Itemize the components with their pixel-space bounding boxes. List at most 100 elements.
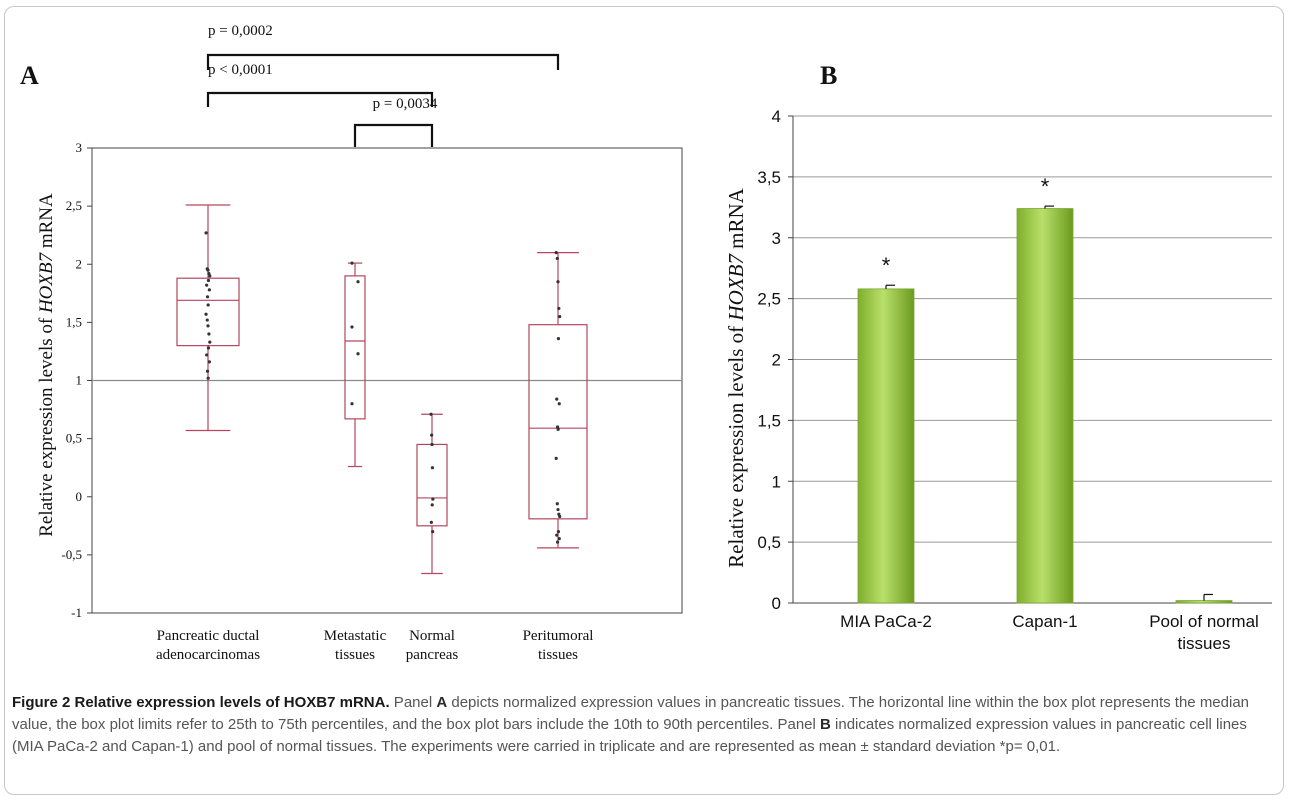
panel-a-y-tick-label: -0,5 bbox=[61, 547, 82, 562]
panel-a-category-label: tissues bbox=[538, 647, 578, 663]
caption-text-1: Panel bbox=[389, 694, 437, 711]
panel-a-category-label: Normal bbox=[409, 628, 455, 644]
panel-a-data-point bbox=[556, 507, 560, 512]
panel-a-data-point bbox=[558, 314, 562, 319]
panel-a-data-point bbox=[205, 353, 209, 357]
panel-a-data-point bbox=[205, 369, 210, 373]
panel-a-box bbox=[344, 275, 366, 420]
panel-a-data-point bbox=[204, 312, 208, 316]
panel-a-data-point bbox=[556, 280, 560, 284]
panel-a-data-point bbox=[207, 360, 211, 364]
panel-b-y-tick-label: 1,5 bbox=[757, 411, 781, 430]
panel-b-y-tick-label: 3,5 bbox=[757, 168, 781, 187]
panel-b-significance-marker: * bbox=[1041, 174, 1050, 199]
panel-b-category-label: Pool of normal bbox=[1149, 612, 1259, 631]
panel-a-data-point bbox=[205, 283, 209, 287]
panel-b-y-axis-title: Relative expression levels of HOXB7 mRNA bbox=[724, 187, 748, 568]
panel-a-y-tick-label: 2,5 bbox=[66, 198, 82, 213]
panel-b-y-tick-label: 1 bbox=[772, 472, 781, 491]
caption-text-3: indicates normalized expression values i… bbox=[12, 716, 1247, 755]
panel-a-data-point bbox=[556, 337, 561, 341]
panel-a-data-point bbox=[206, 346, 211, 350]
panel-a-data-point bbox=[431, 497, 435, 501]
panel-a-data-point bbox=[206, 324, 210, 328]
panel-a-data-point bbox=[205, 295, 210, 299]
panel-a-category-label: Peritumoral bbox=[523, 628, 594, 644]
panel-a-y-tick-label: -1 bbox=[71, 605, 82, 620]
panel-a-y-tick-label: 0 bbox=[76, 489, 83, 504]
panel-a-data-point bbox=[431, 530, 435, 534]
caption-panel-b: B bbox=[820, 716, 831, 733]
panel-a-data-point bbox=[555, 533, 559, 537]
panel-a-data-point bbox=[206, 278, 211, 283]
panel-a-p-value-label: p < 0,0001 bbox=[208, 62, 273, 78]
panel-a-category-label: Metastatic bbox=[324, 628, 387, 644]
panel-a-y-axis-title: Relative expression levels of HOXB7 mRNA bbox=[36, 193, 57, 537]
panel-b-y-tick-label: 2 bbox=[772, 351, 781, 370]
panel-a-box bbox=[528, 324, 588, 520]
panel-a-category-label: tissues bbox=[335, 647, 375, 663]
panel-a-data-point bbox=[557, 402, 561, 406]
panel-a-data-point bbox=[554, 456, 558, 460]
panel-a-y-tick-label: 1 bbox=[76, 373, 83, 388]
panel-b-bar bbox=[1175, 600, 1233, 604]
panel-b-y-tick-label: 3 bbox=[772, 229, 781, 248]
panel-b-label: B bbox=[820, 61, 837, 90]
panel-b-y-tick-label: 0 bbox=[772, 594, 781, 613]
panel-a-data-point bbox=[206, 376, 210, 380]
panel-a-data-point bbox=[429, 520, 433, 524]
panel-a-data-point bbox=[555, 502, 559, 506]
panel-b-significance-marker: * bbox=[882, 253, 891, 278]
panel-a-data-point bbox=[554, 251, 558, 255]
panel-a-significance-bracket bbox=[206, 91, 434, 107]
panel-a-data-point bbox=[430, 503, 434, 507]
panel-a-data-point bbox=[430, 433, 434, 437]
panel-a-data-point bbox=[557, 537, 561, 541]
panel-a-data-point bbox=[556, 427, 560, 431]
panel-b-category-label: Capan-1 bbox=[1012, 612, 1077, 631]
panel-a-data-point bbox=[555, 256, 559, 261]
panel-a-data-point bbox=[350, 325, 354, 329]
panel-a-label: A bbox=[20, 61, 39, 90]
panel-a-data-point bbox=[208, 274, 212, 278]
panel-a-data-point bbox=[207, 332, 211, 336]
panel-a-y-tick-label: 0,5 bbox=[66, 431, 82, 446]
figure-caption: Figure 2 Relative expression levels of H… bbox=[12, 692, 1278, 758]
panel-a-data-point bbox=[350, 402, 354, 406]
panel-a-data-point bbox=[556, 530, 561, 534]
panel-a-data-point bbox=[356, 352, 360, 356]
panel-a-y-tick-label: 3 bbox=[76, 140, 83, 155]
panel-a-data-point bbox=[557, 306, 561, 311]
panel-a-data-point bbox=[208, 340, 212, 344]
panel-a-data-point bbox=[206, 268, 210, 272]
panel-b-y-tick-label: 4 bbox=[772, 107, 781, 126]
panel-b-bar-chart: 0 0,5 1 1,5 2 2,5 3 3,5 4 * MIA PaCa-2 * Capan-1 Pool… bbox=[757, 107, 1272, 653]
panel-a-box bbox=[176, 277, 240, 347]
panel-a-category-label: pancreas bbox=[406, 647, 459, 663]
panel-a-box bbox=[416, 443, 448, 527]
panel-a-data-point bbox=[205, 318, 209, 322]
panel-a-data-point bbox=[356, 280, 360, 284]
panel-a-data-point bbox=[555, 540, 560, 544]
panel-a-y-tick-label: 2 bbox=[76, 256, 83, 271]
panel-a-box-plot: -1 -0,5 0 0,5 1 1,5 2 2,5 3 Pancreatic ductal aden… bbox=[61, 23, 683, 663]
panel-a-y-tick-label: 1,5 bbox=[66, 314, 82, 329]
panel-a-data-point bbox=[430, 466, 435, 470]
panel-a-data-point bbox=[206, 303, 210, 307]
panel-b-category-label: tissues bbox=[1178, 634, 1231, 653]
panel-a-significance-bracket bbox=[206, 53, 560, 70]
caption-text-2: depicts normalized expression values in … bbox=[12, 694, 1250, 733]
panel-a-data-point bbox=[555, 397, 559, 401]
panel-a-data-point bbox=[558, 514, 562, 519]
panel-b-bar bbox=[857, 288, 915, 604]
panel-a-category-label: Pancreatic ductal bbox=[157, 628, 260, 644]
caption-title: Figure 2 Relative expression levels of H… bbox=[12, 694, 390, 711]
panel-a-p-value-label: p = 0,0034 bbox=[373, 96, 438, 112]
panel-a-data-point bbox=[207, 288, 211, 292]
panel-b-bar bbox=[1016, 208, 1074, 604]
panel-a-data-point bbox=[350, 261, 354, 265]
panel-b-category-label: MIA PaCa-2 bbox=[840, 612, 932, 631]
panel-b-y-tick-label: 2,5 bbox=[757, 290, 781, 309]
panel-a-p-value-label: p = 0,0002 bbox=[208, 23, 273, 39]
panel-a-significance-bracket bbox=[353, 123, 434, 147]
